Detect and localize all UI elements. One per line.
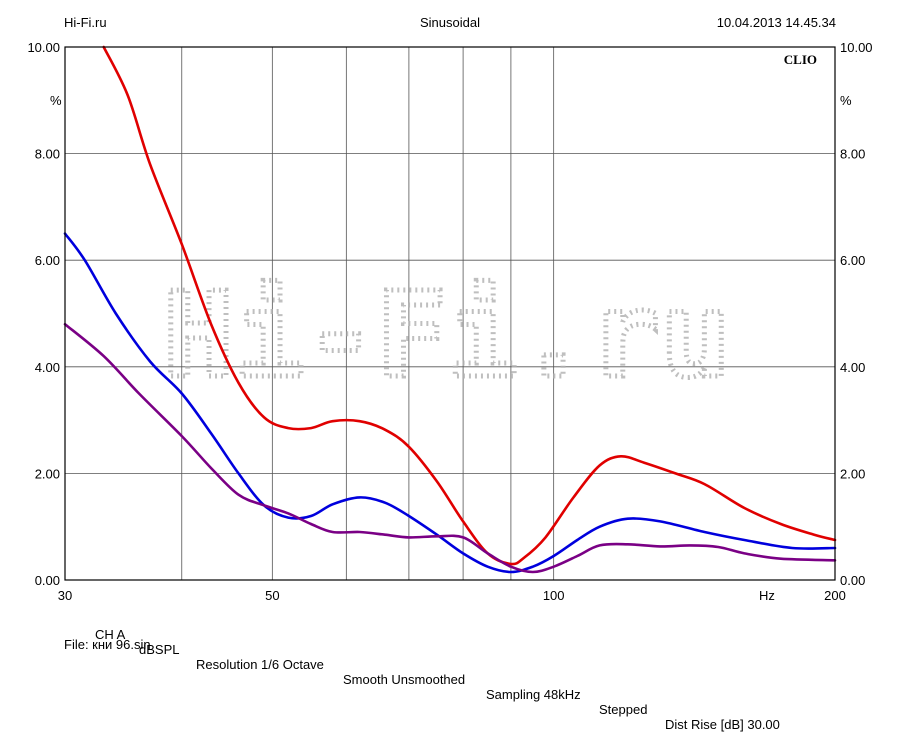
y-tick-label-left: 0.00: [35, 573, 60, 588]
y-tick-label-right: 10.00: [840, 40, 873, 55]
dist-rise-label: Dist Rise [dB] 30.00: [665, 717, 780, 732]
x-tick-label: 30: [58, 588, 72, 603]
y-tick-label-left: 8.00: [35, 147, 60, 162]
y-tick-label-left: 10.00: [27, 40, 60, 55]
tick-labels: 0.00 0.00 2.00 2.00 4.00 4.00 6.00 6.00 8.00 8.00…: [27, 40, 872, 603]
measurement-settings: CH A dBSPL Resolution 1/6 Octave Smooth …: [0, 612, 900, 732]
series-line-2: [63, 232, 837, 574]
smoothing-label: Smooth Unsmoothed: [343, 672, 466, 687]
y-tick-label-right: 2.00: [840, 466, 865, 481]
timestamp: 10.04.2013 14.45.34: [716, 15, 836, 30]
y-tick-label-right: 8.00: [840, 147, 865, 162]
watermark: Hi-Fi.ru: [163, 266, 731, 404]
x-tick-label: 50: [265, 588, 279, 603]
series-line-1: [102, 45, 837, 566]
x-tick-label: 200: [824, 588, 846, 603]
y-tick-label-left: 4.00: [35, 360, 60, 375]
file-name-label: File: кни 96.sin: [64, 637, 151, 652]
chart-title: Sinusoidal: [420, 15, 480, 30]
channel-label: CH A: [95, 627, 126, 642]
y-tick-label-right: 0.00: [840, 573, 865, 588]
y-tick-label-right: 4.00: [840, 360, 865, 375]
y-tick-label-left: 6.00: [35, 253, 60, 268]
series-line-3: [63, 322, 837, 574]
header-left-label: Hi-Fi.ru: [64, 15, 107, 30]
mode-label: Stepped: [599, 702, 648, 717]
resolution-label: Resolution 1/6 Octave: [196, 657, 324, 672]
units-label: dBSPL: [139, 642, 180, 657]
x-axis-unit: Hz: [759, 588, 775, 603]
y-tick-label-left: 2.00: [35, 466, 60, 481]
series-group: [63, 45, 837, 574]
plot-background: [65, 47, 835, 580]
y-axis-unit-right: %: [840, 93, 852, 108]
clio-brand-label: CLIO: [784, 52, 817, 67]
y-axis-unit-left: %: [50, 93, 62, 108]
distortion-chart: Hi-Fi.ru 0.00 0.00 2.00 2.00 4.00 4.00 6.00 6.0…: [27, 40, 872, 603]
plot-frame: [64, 46, 836, 581]
x-tick-label: 100: [543, 588, 565, 603]
sampling-label: Sampling 48kHz: [486, 687, 581, 702]
y-tick-label-right: 6.00: [840, 253, 865, 268]
